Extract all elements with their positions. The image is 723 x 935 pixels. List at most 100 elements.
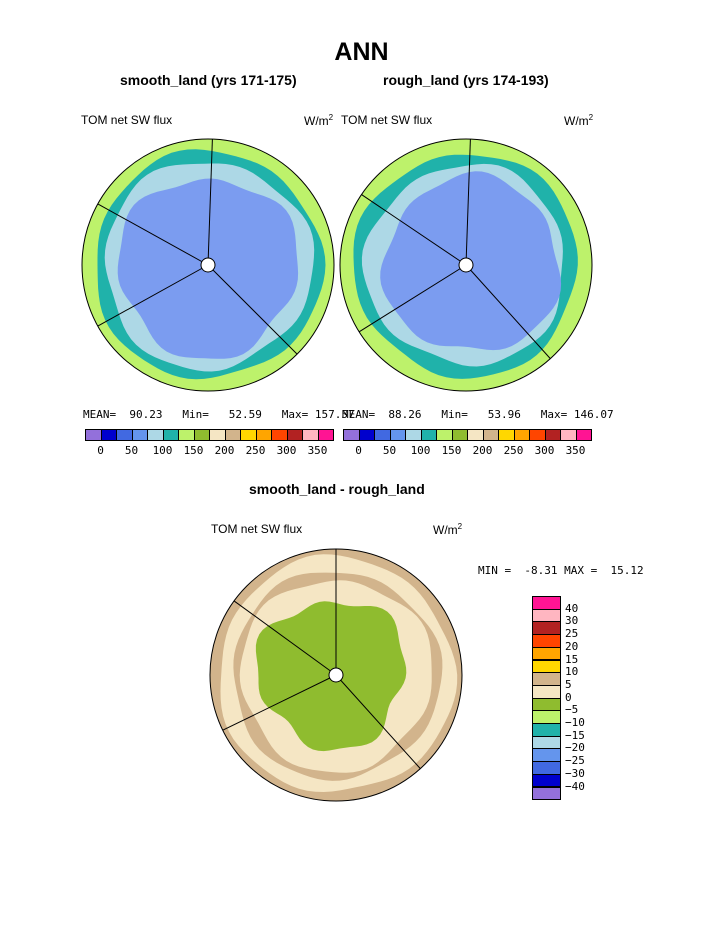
- colorbar-rough-swatch-9: [482, 429, 499, 441]
- map-smooth-contour-2: [104, 163, 315, 372]
- colorbar-diff-tick-label: 10: [565, 665, 579, 679]
- map-diff-contour-0: [210, 549, 462, 801]
- map-diff-contour-1: [220, 554, 458, 792]
- map-smooth-meridian-2: [97, 264, 209, 327]
- map-smooth-boundary: [81, 138, 335, 392]
- colorbar-smooth-tick-label: 100: [152, 444, 173, 457]
- panel1-variable: TOM net SW flux: [81, 113, 173, 127]
- colorbar-rough-swatch-5: [420, 429, 437, 441]
- colorbar-diff-tick-label: 30: [565, 614, 579, 628]
- panel2-title: rough_land (yrs 174-193): [383, 72, 549, 88]
- panel3-stats: MIN = -8.31 MAX = 15.12: [478, 564, 644, 577]
- colorbar-rough-swatch-3: [389, 429, 406, 441]
- colorbar-rough-tick-label: 300: [534, 444, 555, 457]
- colorbar-smooth-swatch-9: [224, 429, 241, 441]
- map-rough-boundary: [339, 138, 593, 392]
- colorbar-diff-swatch-3: [532, 634, 561, 648]
- colorbar-rough-tick-label: 100: [410, 444, 431, 457]
- colorbar-diff-tick-label: −40: [565, 779, 585, 793]
- colorbar-diff-swatch-5: [532, 659, 561, 674]
- colorbar-diff-tick-label: 25: [565, 627, 579, 641]
- map-diff-meridian-3: [335, 674, 421, 769]
- colorbar-diff-tick-label: −30: [565, 766, 585, 780]
- colorbar-smooth-tick-label: 50: [124, 444, 139, 457]
- colorbar-smooth-swatch-15: [317, 429, 334, 441]
- map-rough-meridian-3: [465, 264, 551, 359]
- colorbar-diff-swatch-2: [532, 621, 561, 636]
- colorbar-diff-swatch-9: [532, 710, 561, 724]
- colorbar-smooth-swatch-2: [116, 429, 133, 441]
- colorbar-smooth-tick-label: 250: [245, 444, 266, 457]
- colorbar-rough-swatch-8: [467, 429, 484, 441]
- map-diff-meridian-2: [222, 674, 337, 731]
- map-rough-contour-3: [380, 171, 562, 351]
- map-rough-meridian-1: [361, 194, 467, 266]
- colorbar-smooth-tick-label: 200: [214, 444, 235, 457]
- colorbar-diff-tick-label: −15: [565, 728, 585, 742]
- colorbar-smooth-swatch-12: [271, 429, 288, 441]
- map-diff: [209, 548, 463, 802]
- colorbar-rough-swatch-12: [529, 429, 546, 441]
- colorbar-rough-tick-label: 200: [472, 444, 493, 457]
- colorbar-rough-tick-label: 50: [382, 444, 397, 457]
- colorbar-diff-tick-label: 5: [565, 677, 572, 691]
- colorbar-smooth-swatch-0: [85, 429, 102, 441]
- panel3-units: W/m2: [433, 522, 463, 537]
- colorbar-smooth-tick-label: 300: [276, 444, 297, 457]
- colorbar-rough-swatch-4: [405, 429, 422, 441]
- panel3-variable: TOM net SW flux: [211, 522, 303, 536]
- map-rough-contour-2: [361, 163, 563, 367]
- map-rough: [339, 138, 593, 392]
- map-smooth-contour-1: [97, 149, 326, 380]
- colorbar-smooth-swatch-13: [286, 429, 303, 441]
- colorbar-rough-swatch-14: [560, 429, 577, 441]
- colorbar-smooth-swatch-4: [147, 429, 164, 441]
- map-rough-pole: [458, 257, 474, 273]
- colorbar-diff-tick-label: −5: [565, 703, 579, 717]
- colorbar-diff-swatch-10: [532, 723, 561, 737]
- colorbar-smooth-swatch-8: [209, 429, 226, 441]
- colorbar-smooth-swatch-5: [162, 429, 179, 441]
- colorbar-diff-swatch-14: [532, 773, 561, 788]
- map-diff-meridian-1: [233, 600, 337, 676]
- panel2-units: W/m2: [564, 113, 594, 128]
- map-diff-contour-3: [239, 580, 432, 773]
- colorbar-smooth-swatch-11: [255, 429, 272, 441]
- map-diff-boundary: [209, 548, 463, 802]
- colorbar-diff-swatch-8: [532, 697, 561, 712]
- panel2-variable: TOM net SW flux: [341, 113, 433, 127]
- colorbar-diff-swatch-0: [532, 596, 561, 610]
- colorbar-rough-swatch-15: [575, 429, 592, 441]
- colorbar-rough-tick-label: 250: [503, 444, 524, 457]
- colorbar-diff-tick-label: −10: [565, 716, 585, 729]
- colorbar-rough-swatch-2: [374, 429, 391, 441]
- colorbar-rough-swatch-6: [436, 429, 453, 441]
- map-rough-contour-0: [340, 139, 592, 391]
- colorbar-smooth-tick-label: 150: [183, 444, 204, 457]
- map-smooth-contour-0: [82, 139, 334, 391]
- colorbar-smooth-swatch-14: [302, 429, 319, 441]
- colorbar-rough-swatch-11: [513, 429, 530, 441]
- colorbar-rough-swatch-1: [358, 429, 375, 441]
- map-smooth-contour-3: [117, 178, 299, 359]
- colorbar-smooth-swatch-3: [131, 429, 148, 441]
- colorbar-diff-tick-label: 0: [565, 690, 572, 704]
- map-diff-contour-2: [233, 572, 443, 781]
- map-rough-contour-1: [353, 154, 578, 379]
- colorbar-smooth-tick-label: 350: [307, 444, 328, 457]
- colorbar-diff-tick-label: 15: [565, 652, 579, 666]
- colorbar-diff-swatch-4: [532, 646, 561, 661]
- map-smooth: [81, 138, 335, 392]
- colorbar-diff-swatch-15: [532, 786, 561, 801]
- colorbar-smooth-swatch-7: [193, 429, 210, 441]
- map-smooth-meridian-1: [97, 203, 209, 266]
- map-diff-contour-4: [255, 601, 407, 752]
- figure-title: ANN: [334, 38, 389, 66]
- colorbar-rough-swatch-7: [451, 429, 468, 441]
- panel1-title: smooth_land (yrs 171-175): [120, 72, 297, 88]
- colorbar-diff-tick-label: 20: [565, 639, 579, 653]
- panel3-title: smooth_land - rough_land: [249, 481, 425, 497]
- colorbar-rough-tick-label: 0: [355, 444, 362, 457]
- map-rough-meridian-2: [358, 264, 467, 333]
- map-diff-pole: [328, 667, 344, 683]
